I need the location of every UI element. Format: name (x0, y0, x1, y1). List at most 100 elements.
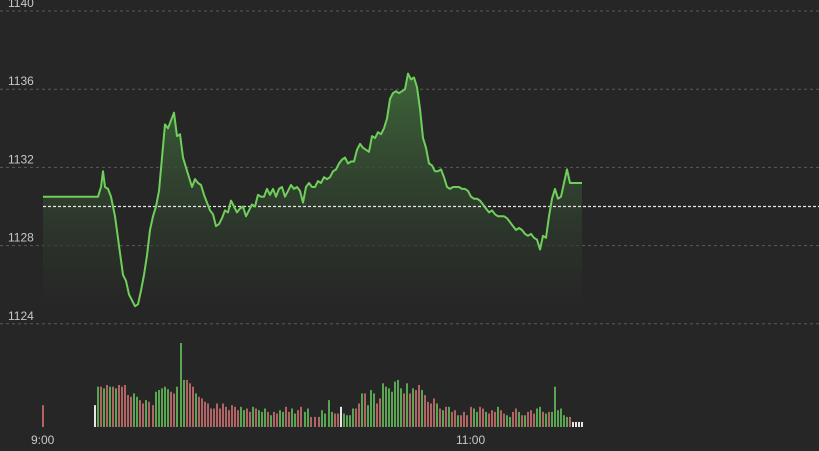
volume-bar (494, 411, 496, 427)
volume-bar (285, 406, 287, 427)
volume-bar (192, 386, 194, 427)
volume-bar (103, 388, 105, 427)
volume-bar (183, 379, 185, 427)
volume-bar (331, 411, 333, 427)
x-axis-ticks: 9:00 11:00 (31, 433, 485, 447)
volume-bar (100, 386, 102, 427)
volume-bar (115, 388, 117, 427)
volume-bar (234, 406, 236, 427)
volume-bar (346, 415, 348, 427)
volume-bar (421, 390, 423, 427)
volume-bar (476, 411, 478, 427)
volume-bar (121, 386, 123, 427)
volume-bar (373, 393, 375, 427)
x-tick-label: 11:00 (456, 433, 485, 447)
volume-bar (482, 408, 484, 427)
volume-bar (109, 386, 111, 427)
volume-bar (291, 408, 293, 427)
volume-bar (473, 408, 475, 427)
volume-bar (106, 385, 108, 427)
volume-bar (463, 411, 465, 427)
volume-bar (479, 406, 481, 427)
volume-bar (397, 379, 399, 427)
volume-bar (379, 398, 381, 427)
y-tick-label: 1128 (8, 231, 34, 245)
volume-bar (252, 406, 254, 427)
volume-bar (418, 385, 420, 427)
volume-bar (442, 410, 444, 427)
volume-bar (307, 408, 309, 427)
volume-bar (515, 408, 517, 427)
volume-bar (97, 386, 99, 427)
volume-bar (231, 405, 233, 427)
volume-bar (415, 390, 417, 427)
price-line-group (43, 72, 582, 308)
volume-bar (145, 400, 147, 427)
volume-bar (521, 415, 523, 427)
volume-bar (370, 390, 372, 427)
volume-bar (430, 403, 432, 427)
y-axis-ticks: 1140 1136 1132 1128 1124 (8, 0, 34, 323)
volume-bar (470, 406, 472, 427)
volume-bar (225, 406, 227, 427)
volume-bar (94, 405, 96, 427)
volume-bar (297, 410, 299, 427)
volume-bar (216, 403, 218, 427)
volume-bar (581, 421, 583, 427)
volume-bar (572, 421, 574, 427)
volume-bar (548, 411, 550, 427)
volume-bar (575, 421, 577, 427)
volume-bar (506, 415, 508, 427)
volume-bar (334, 413, 336, 427)
volume-bar (554, 386, 556, 427)
volume-bar (530, 410, 532, 427)
volume-bar (288, 411, 290, 427)
volume-bar (237, 410, 239, 427)
volume-bar (412, 388, 414, 427)
volume-bar (512, 411, 514, 427)
volume-bar (352, 408, 354, 427)
volume-bar (324, 413, 326, 427)
volume-bar (204, 401, 206, 427)
volume-bar (222, 403, 224, 427)
volume-bar (130, 396, 132, 427)
volume-bar (466, 415, 468, 427)
volume-bar (164, 386, 166, 427)
volume-bar (228, 410, 230, 427)
volume-bar (439, 408, 441, 427)
volume-bar (136, 396, 138, 427)
volume-bar (457, 415, 459, 427)
volume-bar (201, 398, 203, 427)
volume-bar (343, 413, 345, 427)
y-tick-label: 1124 (8, 309, 34, 323)
volume-bar (261, 411, 263, 427)
volume-bar (403, 393, 405, 427)
volume-bar (158, 390, 160, 427)
volume-bar (454, 410, 456, 427)
volume-bar (394, 381, 396, 427)
volume-bar (545, 413, 547, 427)
volume-bar (427, 401, 429, 427)
volume-bar (240, 406, 242, 427)
volume-bar (536, 408, 538, 427)
volume-bar (578, 421, 580, 427)
volume-bar (294, 413, 296, 427)
volume-bar (340, 406, 342, 427)
volume-bar (424, 395, 426, 427)
volume-bar (282, 411, 284, 427)
volume-bar (361, 393, 363, 427)
volume-bar (388, 388, 390, 427)
volume-bar (173, 393, 175, 427)
volume-bar (497, 406, 499, 427)
volume-bar (300, 406, 302, 427)
volume-bar (255, 408, 257, 427)
volume-bar (112, 386, 114, 427)
volume-bar (503, 413, 505, 427)
x-tick-label: 9:00 (31, 433, 55, 447)
volume-bar (118, 385, 120, 427)
volume-bar (219, 408, 221, 427)
volume-bar (385, 386, 387, 427)
volume-bar (518, 411, 520, 427)
volume-bar (448, 406, 450, 427)
